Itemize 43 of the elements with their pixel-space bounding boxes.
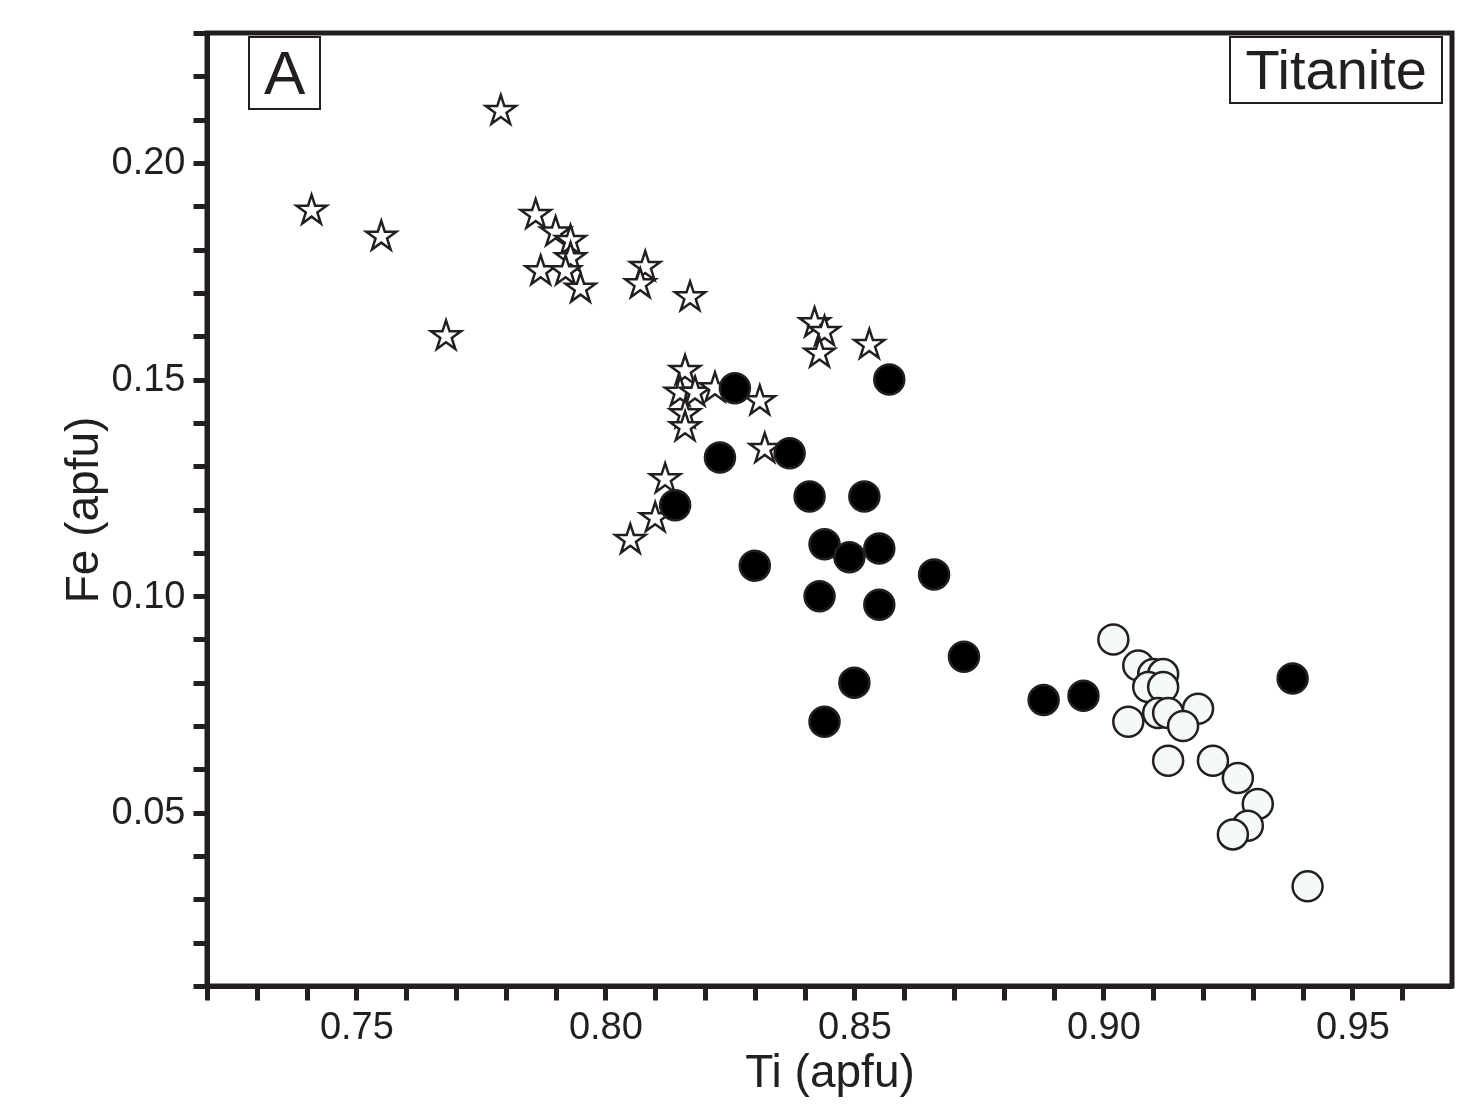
point <box>863 588 896 622</box>
x-tick-label: 0.80 <box>568 1004 643 1047</box>
annotation: A <box>248 36 322 110</box>
point <box>838 666 871 699</box>
point <box>873 363 906 396</box>
x-tick-label: 0.95 <box>1315 1004 1390 1047</box>
annotation: Titanite <box>1229 36 1443 104</box>
y-tick-label: 0.10 <box>111 573 186 616</box>
point <box>808 705 841 738</box>
x-tick-label: 0.90 <box>1066 1004 1141 1047</box>
point <box>1151 744 1185 777</box>
point <box>1221 761 1255 795</box>
point <box>1097 623 1130 656</box>
point <box>773 436 806 470</box>
y-tick-label: 0.20 <box>111 140 186 183</box>
y-axis-title: Fe (apfu) <box>55 416 108 604</box>
point <box>482 91 520 127</box>
point <box>833 540 866 574</box>
point <box>947 640 981 673</box>
point <box>1067 679 1100 712</box>
point <box>703 441 737 474</box>
y-tick-label: 0.05 <box>111 790 186 833</box>
x-tick-label: 0.75 <box>319 1004 394 1047</box>
point <box>1027 683 1060 717</box>
point <box>803 579 836 613</box>
x-axis-title: Ti (apfu) <box>745 1044 915 1097</box>
y-tick-label: 0.15 <box>111 357 186 400</box>
point <box>1166 709 1200 743</box>
point <box>793 480 826 513</box>
point <box>917 558 951 591</box>
point <box>848 480 881 513</box>
point <box>1112 705 1145 738</box>
point <box>666 351 704 387</box>
point <box>808 527 841 561</box>
point <box>738 549 772 583</box>
point <box>1291 870 1324 903</box>
x-tick-label: 0.85 <box>817 1004 892 1047</box>
point <box>718 371 752 405</box>
point <box>1196 744 1230 777</box>
point <box>863 532 896 565</box>
point <box>1276 662 1309 695</box>
point <box>658 488 692 522</box>
point <box>1216 818 1250 851</box>
